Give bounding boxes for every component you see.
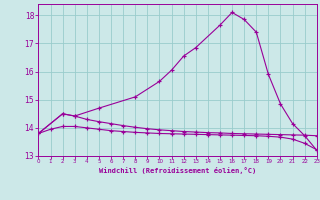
X-axis label: Windchill (Refroidissement éolien,°C): Windchill (Refroidissement éolien,°C) bbox=[99, 167, 256, 174]
